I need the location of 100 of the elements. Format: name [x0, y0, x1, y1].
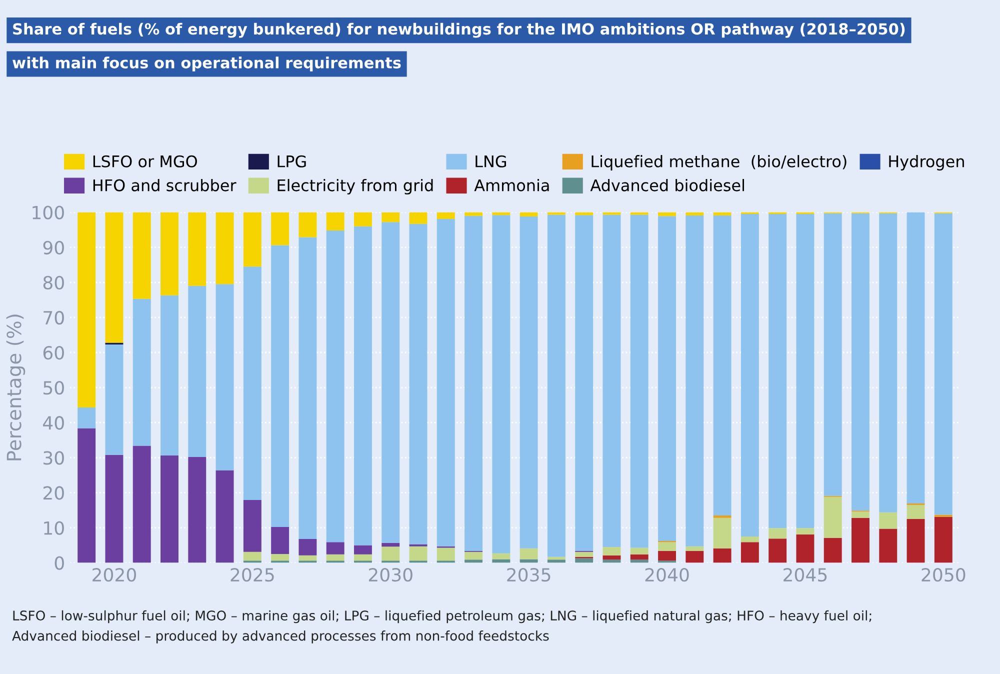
bar: [879, 512, 898, 529]
bar: [409, 224, 428, 544]
x-tick-label: 2045: [784, 568, 827, 582]
bar: [354, 212, 372, 226]
legend-label: Hydrogen: [889, 155, 964, 171]
bar: [547, 214, 566, 557]
bar: [602, 212, 621, 215]
bar: [492, 553, 510, 560]
legend-label: Electricity from grid: [278, 178, 433, 194]
bar: [740, 536, 759, 542]
bar: [132, 446, 151, 563]
legend-label: LSFO or MGO: [93, 155, 197, 168]
bar: [658, 550, 676, 561]
x-tick-label: 2030: [368, 568, 412, 582]
bar: [520, 212, 538, 217]
bar: [630, 560, 648, 563]
bar: [436, 548, 455, 561]
bar: [824, 538, 842, 563]
bar: [768, 538, 787, 563]
bar: [216, 212, 234, 284]
bar: [326, 554, 344, 561]
y-tick-label: 10: [44, 521, 64, 535]
bar: [575, 215, 594, 551]
bar: [602, 547, 621, 556]
bar: [382, 212, 400, 222]
bar: [243, 212, 262, 267]
bar: [658, 542, 676, 551]
bar: [686, 215, 704, 546]
legend-label: Advanced biodiesel: [590, 178, 744, 192]
bar: [824, 213, 842, 496]
bar: [271, 245, 290, 528]
chart-title: Share of fuels (% of energy bunkered) for newbuildings for the IMO ambitions OR pathway (2018–2050): [13, 22, 905, 38]
bar: [132, 298, 151, 446]
bar: [630, 214, 648, 548]
bar: [906, 518, 925, 563]
y-tick-label: 60: [43, 346, 64, 360]
bar: [768, 528, 787, 539]
y-tick-label: 80: [43, 276, 64, 290]
bar: [547, 212, 566, 215]
x-tick-label: 2040: [645, 568, 689, 582]
bar: [713, 548, 732, 563]
chart-subtitle: with main focus on operational requirements: [12, 56, 401, 72]
bar: [713, 215, 732, 516]
bar: [824, 496, 842, 538]
bar: [575, 212, 594, 216]
bar: [271, 527, 290, 554]
bar: [160, 295, 178, 456]
text: LSFO – low-sulphur fuel oil; MGO – marine gas oil; LPG – liquefied petroleum gas; LNG – liquefied natural gas; HFO – heavy fuel oil;: [13, 610, 872, 624]
bar: [78, 428, 96, 563]
bar: [852, 518, 870, 563]
bar: [160, 212, 178, 296]
y-tick-label: 100: [32, 206, 64, 220]
bar: [547, 560, 566, 563]
legend-label: HFO and scrubber: [93, 178, 236, 192]
bar: [354, 545, 372, 554]
y-tick-label: 0: [54, 556, 64, 570]
y-tick-label: 90: [43, 240, 64, 254]
bar: [243, 500, 262, 552]
bar: [354, 554, 372, 561]
bar: [879, 213, 898, 512]
bar: [630, 554, 648, 560]
bar: [436, 218, 455, 546]
bar: [934, 213, 952, 515]
bar: [658, 216, 676, 542]
bar: [382, 542, 400, 547]
x-tick-label: 2020: [92, 568, 136, 582]
bar: [520, 216, 538, 548]
bar: [409, 212, 428, 224]
bar: [298, 555, 317, 561]
bar: [740, 542, 759, 563]
bar: [354, 226, 372, 546]
bar: [436, 212, 455, 219]
legend-label: Ammonia: [474, 178, 549, 192]
bar: [686, 212, 704, 216]
bar: [216, 284, 234, 470]
bar: [105, 212, 124, 343]
bar: [216, 470, 234, 563]
bar: [271, 212, 290, 246]
legend-label: LNG: [476, 155, 506, 168]
legend-label: Liquefied methane (bio/electro): [592, 155, 846, 171]
bar: [658, 212, 676, 216]
bar: [575, 552, 594, 557]
bar: [796, 214, 814, 528]
bar: [464, 216, 483, 551]
bar: [464, 560, 483, 563]
bar: [686, 550, 704, 563]
bar: [105, 344, 124, 455]
bar: [326, 230, 344, 542]
bar: [906, 212, 925, 504]
bar: [852, 512, 870, 518]
bar: [298, 538, 317, 556]
bar: [740, 214, 759, 537]
bar: [298, 237, 317, 539]
bar: [713, 515, 732, 518]
bar: [382, 546, 400, 561]
x-tick-label: 2050: [922, 568, 966, 582]
bar: [602, 214, 621, 548]
bar: [382, 222, 400, 543]
bar: [520, 548, 538, 560]
bar: [934, 516, 952, 563]
